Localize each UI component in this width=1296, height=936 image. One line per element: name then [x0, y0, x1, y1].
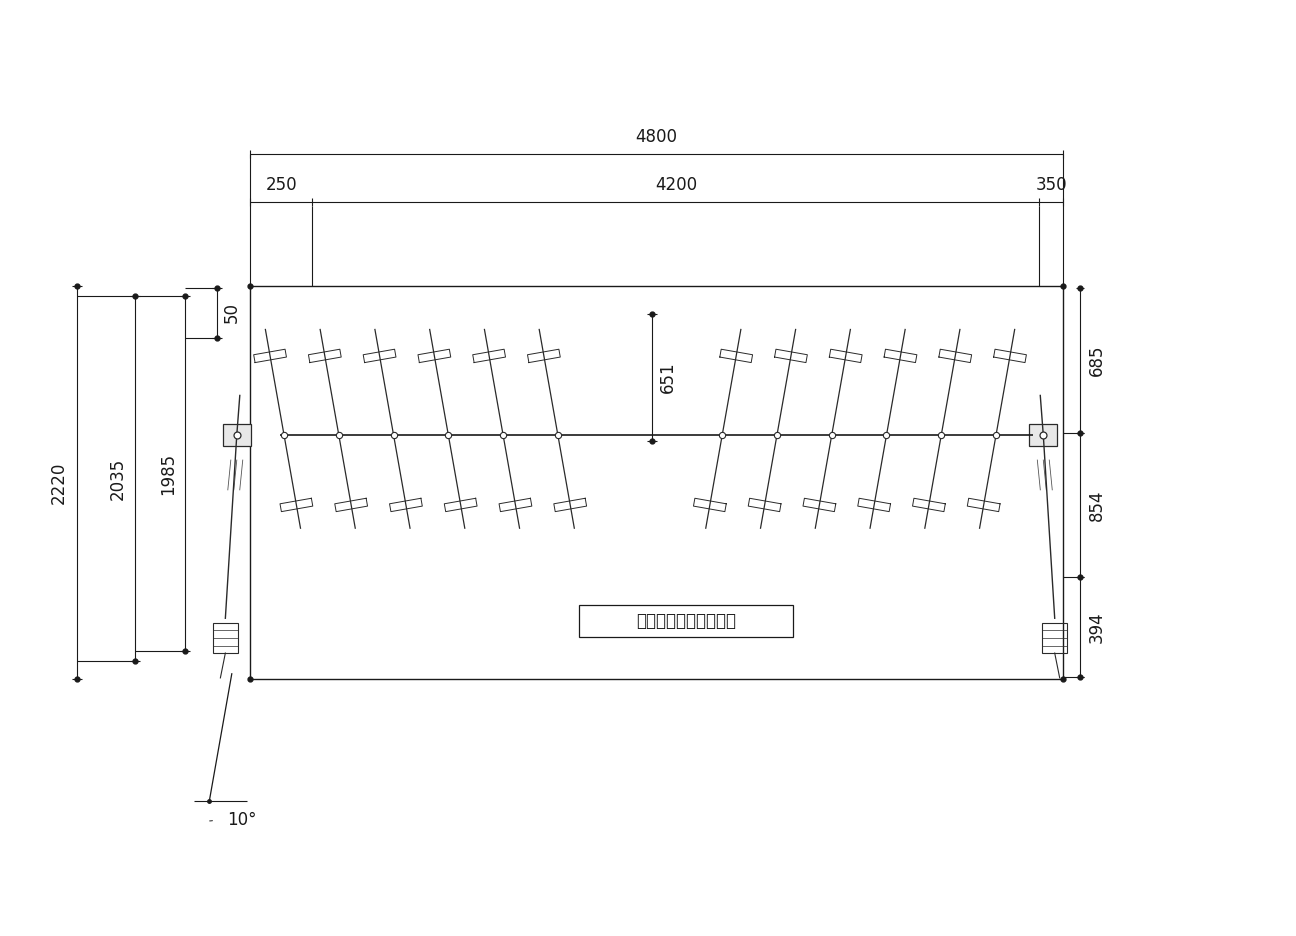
Bar — [579, 606, 793, 637]
Text: 854: 854 — [1089, 490, 1105, 521]
Text: 2035: 2035 — [109, 458, 127, 500]
Text: 4200: 4200 — [654, 176, 697, 194]
Text: 50: 50 — [223, 302, 241, 324]
Text: 685: 685 — [1089, 344, 1105, 376]
Text: 394: 394 — [1089, 611, 1105, 643]
Text: （スライドスペース）: （スライドスペース） — [636, 612, 736, 630]
Text: 651: 651 — [658, 361, 677, 393]
Text: 10°: 10° — [227, 811, 257, 829]
Text: 1985: 1985 — [159, 452, 178, 494]
Bar — [250, 286, 1063, 679]
Text: 4800: 4800 — [635, 128, 678, 146]
Bar — [1042, 623, 1067, 653]
Bar — [213, 623, 237, 653]
Bar — [1029, 424, 1058, 446]
Bar — [223, 424, 250, 446]
Text: 250: 250 — [266, 176, 297, 194]
Text: 2220: 2220 — [49, 461, 67, 504]
Text: 350: 350 — [1036, 176, 1067, 194]
